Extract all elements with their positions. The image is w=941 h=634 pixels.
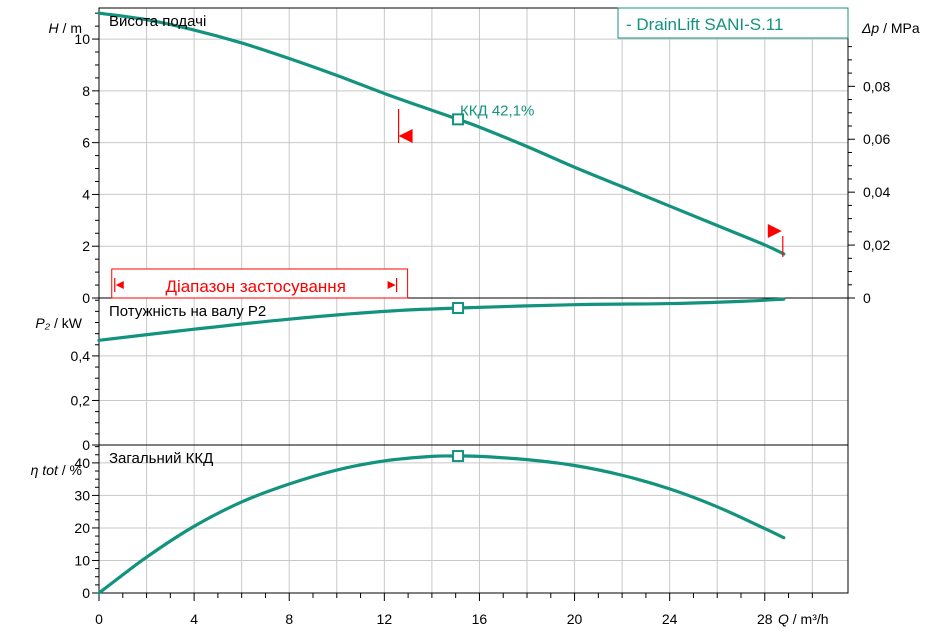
axes xyxy=(92,7,855,601)
panel-frame-power xyxy=(98,297,849,446)
legend-box xyxy=(617,7,849,39)
operating-point-efficiency xyxy=(452,450,465,463)
application-range-label: Діапазон застосування xyxy=(165,277,345,296)
curve-efficiency xyxy=(97,454,786,595)
x-tick-label: 28 xyxy=(757,611,773,627)
range-marker-left-arrow xyxy=(398,129,413,143)
operating-point-power xyxy=(452,302,465,315)
y-tick-label-head: 8 xyxy=(82,83,90,99)
y-axis-label-efficiency: η tot / % xyxy=(31,462,82,478)
x-tick-label: 24 xyxy=(662,611,678,627)
curve-head xyxy=(97,11,786,256)
panel-title-head: Висота подачі xyxy=(109,13,206,30)
right-tick-label: 0,08 xyxy=(863,78,890,94)
x-tick-label: 20 xyxy=(567,611,583,627)
y-tick-label-power: 0,4 xyxy=(71,348,91,364)
legend-label: - DrainLift SANI-S.11 xyxy=(626,15,783,34)
x-tick-label: 8 xyxy=(285,611,293,627)
y-tick-label-head: 6 xyxy=(82,135,90,151)
x-tick-label: 4 xyxy=(190,611,198,627)
x-tick-label: 16 xyxy=(472,611,488,627)
x-tick-label: 0 xyxy=(95,611,103,627)
right-axis-label: Δp / MPa xyxy=(861,20,920,36)
operating-point-head xyxy=(452,113,465,126)
panel-title-power: Потужність на валу P2 xyxy=(109,303,266,320)
panel-frame-efficiency xyxy=(98,444,849,594)
application-range-left-arrow xyxy=(115,281,124,289)
y-tick-label-efficiency: 20 xyxy=(74,520,90,536)
y-tick-label-head: 0 xyxy=(82,290,90,306)
operating-point-label: ККД 42,1% xyxy=(460,102,534,119)
y-tick-label-head: 10 xyxy=(74,31,90,47)
application-range-box xyxy=(111,268,409,299)
y-tick-label-head: 2 xyxy=(82,238,90,254)
y-tick-label-power: 0 xyxy=(82,437,90,453)
curves xyxy=(97,11,786,595)
y-tick-label-efficiency: 0 xyxy=(82,585,90,601)
right-tick-label: 0,02 xyxy=(863,237,890,253)
panel-frame-head xyxy=(98,7,849,299)
y-tick-label-head: 4 xyxy=(82,186,90,202)
y-axis-label-power: P₂ / kW xyxy=(35,315,82,331)
x-axis-label: Q / m³/h xyxy=(778,611,829,627)
y-tick-label-efficiency: 30 xyxy=(74,487,90,503)
y-axis-label-head: H / m xyxy=(49,20,82,36)
panel-title-efficiency: Загальний ККД xyxy=(109,450,213,467)
y-tick-label-efficiency: 40 xyxy=(74,455,90,471)
range-marker-right-arrow xyxy=(767,224,782,238)
right-tick-label: 0 xyxy=(863,290,871,306)
right-tick-label: 0,06 xyxy=(863,131,890,147)
application-range-right-arrow xyxy=(387,281,396,289)
right-tick-label: 0,04 xyxy=(863,184,890,200)
y-tick-label-efficiency: 10 xyxy=(74,552,90,568)
y-tick-label-power: 0,2 xyxy=(71,392,91,408)
x-tick-label: 12 xyxy=(377,611,393,627)
